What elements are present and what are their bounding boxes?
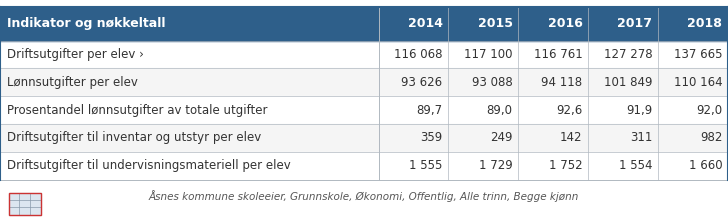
Text: 1 752: 1 752	[549, 159, 582, 172]
Text: 359: 359	[420, 131, 443, 144]
Text: 93 088: 93 088	[472, 76, 513, 89]
Text: Indikator og nøkkeltall: Indikator og nøkkeltall	[7, 17, 166, 30]
Bar	[0, 124, 728, 152]
Bar	[0, 7, 728, 41]
Text: 1 660: 1 660	[689, 159, 722, 172]
Text: 1 554: 1 554	[619, 159, 652, 172]
Bar	[0, 68, 728, 96]
Text: 127 278: 127 278	[604, 48, 652, 61]
Text: 101 849: 101 849	[604, 76, 652, 89]
Text: 2018: 2018	[687, 17, 722, 30]
Text: 2017: 2017	[617, 17, 652, 30]
Text: 1 555: 1 555	[409, 159, 443, 172]
Text: 249: 249	[490, 131, 513, 144]
Bar	[9, 193, 41, 215]
Text: 982: 982	[700, 131, 722, 144]
Text: 116 761: 116 761	[534, 48, 582, 61]
Text: 137 665: 137 665	[673, 48, 722, 61]
Text: 2014: 2014	[408, 17, 443, 30]
Bar	[0, 152, 728, 180]
Bar	[0, 41, 728, 68]
Text: 110 164: 110 164	[673, 76, 722, 89]
Text: 93 626: 93 626	[402, 76, 443, 89]
Text: 117 100: 117 100	[464, 48, 513, 61]
Text: 89,7: 89,7	[416, 104, 443, 117]
Bar	[9, 193, 41, 215]
Text: 91,9: 91,9	[626, 104, 652, 117]
Text: 2015: 2015	[478, 17, 513, 30]
Text: 2016: 2016	[547, 17, 582, 30]
Text: 94 118: 94 118	[542, 76, 582, 89]
Text: Driftsutgifter til undervisningsmateriell per elev: Driftsutgifter til undervisningsmateriel…	[7, 159, 291, 172]
Text: 92,6: 92,6	[556, 104, 582, 117]
Text: Lønnsutgifter per elev: Lønnsutgifter per elev	[7, 76, 138, 89]
Text: Åsnes kommune skoleeier, Grunnskole, Økonomi, Offentlig, Alle trinn, Begge kjønn: Åsnes kommune skoleeier, Grunnskole, Øko…	[149, 191, 579, 202]
Text: 142: 142	[560, 131, 582, 144]
Text: 311: 311	[630, 131, 652, 144]
Bar	[0, 96, 728, 124]
Text: 1 729: 1 729	[479, 159, 513, 172]
Text: Prosentandel lønnsutgifter av totale utgifter: Prosentandel lønnsutgifter av totale utg…	[7, 104, 268, 117]
Text: 89,0: 89,0	[486, 104, 513, 117]
Text: 92,0: 92,0	[696, 104, 722, 117]
Text: Driftsutgifter til inventar og utstyr per elev: Driftsutgifter til inventar og utstyr pe…	[7, 131, 261, 144]
Text: Driftsutgifter per elev ›: Driftsutgifter per elev ›	[7, 48, 144, 61]
Text: 116 068: 116 068	[394, 48, 443, 61]
